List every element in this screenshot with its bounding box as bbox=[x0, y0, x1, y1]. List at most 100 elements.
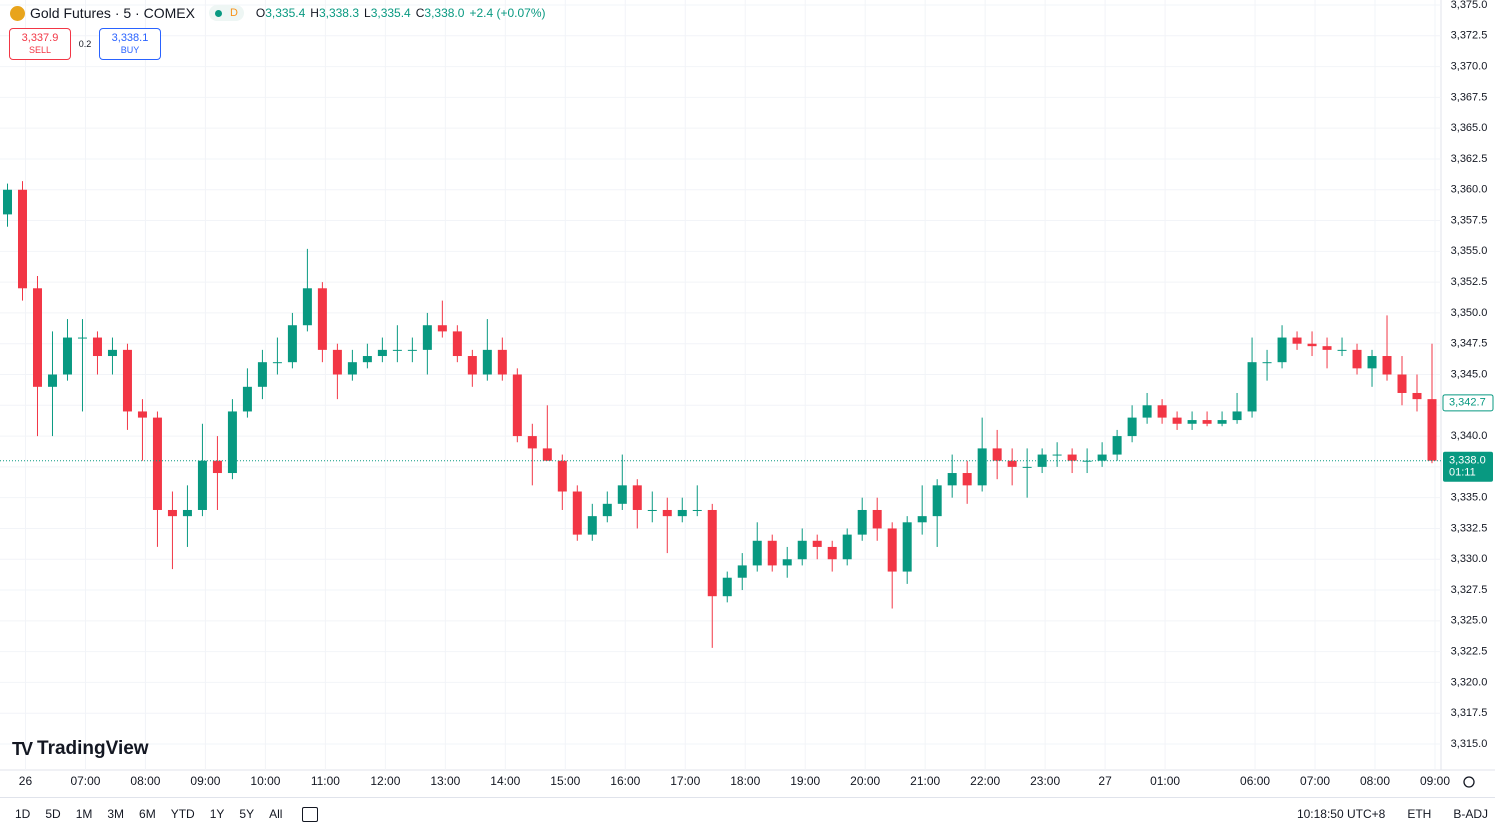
y-tick-label: 3,370.0 bbox=[1451, 60, 1488, 72]
candle-body bbox=[77, 337, 87, 339]
buy-button[interactable]: 3,338.1 BUY bbox=[99, 28, 161, 60]
ohlc-key: L bbox=[364, 6, 371, 20]
candle-body bbox=[167, 509, 177, 517]
x-tick-label: 26 bbox=[19, 774, 33, 788]
candle-body bbox=[197, 460, 207, 510]
y-tick-label: 3,367.5 bbox=[1451, 91, 1488, 103]
x-tick-label: 12:00 bbox=[370, 774, 400, 788]
candle-body bbox=[722, 577, 732, 597]
toolbar-right: 10:18:50 UTC+8 ETH B-ADJ bbox=[1297, 807, 1488, 821]
logo[interactable]: TV TradingView bbox=[12, 738, 149, 759]
candle-body bbox=[482, 349, 492, 375]
adjustment[interactable]: B-ADJ bbox=[1453, 807, 1488, 821]
candle-body bbox=[812, 540, 822, 547]
range-button[interactable]: 1Y bbox=[209, 807, 225, 821]
sell-button[interactable]: 3,337.9 SELL bbox=[9, 28, 71, 60]
y-tick-label: 3,357.5 bbox=[1451, 214, 1488, 226]
range-button[interactable]: 3M bbox=[107, 807, 125, 821]
candle-body bbox=[1067, 454, 1077, 461]
symbol-name[interactable]: Gold Futures · 5 · COMEX bbox=[30, 5, 195, 21]
ohlc-value: 3,335.4 bbox=[265, 6, 306, 20]
candle-body bbox=[452, 331, 462, 357]
range-button[interactable]: 6M bbox=[139, 807, 156, 821]
range-button[interactable]: 1M bbox=[75, 807, 93, 821]
y-tick-label: 3,352.5 bbox=[1451, 276, 1488, 288]
candle-body bbox=[407, 349, 417, 351]
x-tick-label: 01:00 bbox=[1150, 774, 1180, 788]
range-button[interactable]: 1D bbox=[15, 807, 31, 821]
candle-body bbox=[857, 509, 867, 535]
candle-body bbox=[257, 362, 267, 387]
candle-body bbox=[1217, 420, 1227, 424]
candle-body bbox=[1337, 349, 1347, 351]
candle-body bbox=[362, 356, 372, 363]
x-tick-label: 18:00 bbox=[730, 774, 760, 788]
price-marker bbox=[1443, 451, 1493, 482]
candle-body bbox=[512, 374, 522, 437]
candle-body bbox=[1412, 392, 1422, 400]
candle-body bbox=[1097, 454, 1107, 461]
candle-body bbox=[392, 349, 402, 351]
candle-body bbox=[1352, 349, 1362, 369]
market-status[interactable]: D bbox=[208, 5, 244, 21]
candle-body bbox=[332, 349, 342, 375]
candle-body bbox=[467, 356, 477, 375]
y-tick-label: 3,365.0 bbox=[1451, 122, 1488, 134]
ohlc-change: +2.4 (+0.07%) bbox=[469, 6, 546, 20]
range-button[interactable]: YTD bbox=[170, 807, 195, 821]
candle-body bbox=[137, 411, 147, 418]
range-button[interactable]: 5D bbox=[45, 807, 61, 821]
candle-body bbox=[272, 362, 282, 364]
candle-body bbox=[782, 559, 792, 566]
candle-body bbox=[212, 460, 222, 474]
candle-body bbox=[602, 503, 612, 517]
candle-body bbox=[1052, 454, 1062, 456]
y-tick-label: 3,317.5 bbox=[1451, 707, 1488, 719]
candle-body bbox=[572, 491, 582, 535]
x-tick-label: 06:00 bbox=[1240, 774, 1270, 788]
candle-body bbox=[962, 473, 972, 486]
x-tick-label: 08:00 bbox=[1360, 774, 1390, 788]
candle-body bbox=[677, 509, 687, 517]
ohlc-value: 3,338.0 bbox=[424, 6, 465, 20]
candle-body bbox=[692, 509, 702, 511]
ohlc-legend: O3,335.4 H3,338.3 L3,335.4 C3,338.0 +2.4 (+0… bbox=[256, 6, 551, 20]
candle-body bbox=[1292, 337, 1302, 344]
candle-body bbox=[17, 189, 27, 289]
x-tick-label: 10:00 bbox=[250, 774, 280, 788]
candle-body bbox=[1142, 405, 1152, 418]
date-range-button[interactable] bbox=[302, 806, 319, 822]
candle-body bbox=[902, 522, 912, 572]
range-button[interactable]: All bbox=[269, 807, 283, 821]
x-tick-label: 07:00 bbox=[1300, 774, 1330, 788]
spread: 0.2 bbox=[78, 39, 92, 49]
session[interactable]: ETH bbox=[1407, 807, 1432, 821]
y-tick-label: 3,350.0 bbox=[1451, 307, 1488, 319]
candle-body bbox=[827, 546, 837, 560]
candle-body bbox=[1157, 405, 1167, 418]
candle-body bbox=[242, 386, 252, 412]
y-tick-label: 3,340.0 bbox=[1451, 430, 1488, 442]
ohlc-value: 3,338.3 bbox=[318, 6, 359, 20]
candle-body bbox=[617, 485, 627, 504]
sell-label: SELL bbox=[28, 45, 52, 55]
y-tick-label: 3,322.5 bbox=[1451, 646, 1488, 658]
candle-body bbox=[1397, 374, 1407, 393]
candle-body bbox=[632, 485, 642, 510]
y-tick-label: 3,327.5 bbox=[1451, 584, 1488, 596]
candle-body bbox=[47, 374, 57, 387]
range-button[interactable]: 5Y bbox=[239, 807, 255, 821]
y-tick-label: 3,330.0 bbox=[1451, 553, 1488, 565]
candle-body bbox=[872, 509, 882, 529]
clock[interactable]: 10:18:50 UTC+8 bbox=[1296, 807, 1386, 821]
y-tick-label: 3,375.0 bbox=[1451, 0, 1488, 11]
x-tick-label: 11:00 bbox=[311, 774, 340, 788]
x-tick-label: 13:00 bbox=[430, 774, 460, 788]
x-tick-label: 19:00 bbox=[790, 774, 820, 788]
candle-body bbox=[497, 349, 507, 375]
candle-body bbox=[1247, 362, 1257, 412]
x-tick-label: 27 bbox=[1098, 774, 1112, 788]
x-tick-label: 20:00 bbox=[850, 774, 880, 788]
x-tick-label: 21:00 bbox=[910, 774, 940, 788]
